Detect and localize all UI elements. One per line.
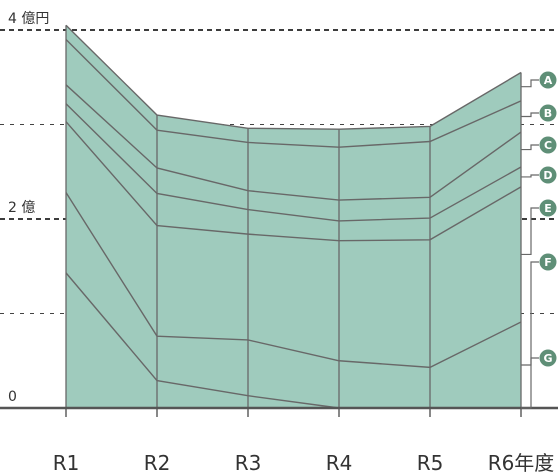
y-axis-tick-label-1: 2 億 [8, 200, 35, 216]
legend-label-F: F [544, 256, 552, 269]
legend-badge-A [539, 71, 557, 89]
legend-leader-F [521, 261, 539, 366]
legend-badge-C [539, 136, 557, 154]
legend-leader-D [521, 174, 539, 178]
x-axis-tick-label-4: R5 [417, 451, 444, 473]
legend-badge-G [539, 349, 557, 367]
legend-label-G: G [543, 352, 552, 365]
legend-badge-D [539, 166, 557, 184]
series-boundary-3 [65, 103, 522, 222]
legend-label-E: E [544, 202, 552, 215]
legend-leader-G [521, 357, 539, 409]
x-axis-tick-label-1: R2 [144, 451, 171, 473]
x-axis-tick-label-2: R3 [235, 451, 262, 473]
x-axis-tick-label-0: R1 [53, 451, 80, 473]
line-layer [65, 24, 522, 409]
legend-label-B: B [544, 107, 552, 120]
legend-leader-C [521, 144, 539, 151]
legend-badge-F [539, 253, 557, 271]
legend-label-D: D [543, 169, 552, 182]
legend-badge-B [539, 104, 557, 122]
area-fill [66, 25, 521, 409]
legend-layer: A B C D E F G [521, 71, 557, 409]
y-axis-tick-label-2: 4 億円 [8, 11, 49, 27]
series-boundary-4 [65, 121, 522, 242]
series-boundary-0 [65, 24, 522, 130]
x-axis-tick-label-3: R4 [326, 451, 353, 473]
legend-label-C: C [544, 139, 552, 152]
y-axis-tick-label-0: 0 [8, 389, 17, 405]
label-layer: R1 R2 R3 R4 R5 R6年度 0 2 億 4 億円 [8, 11, 554, 473]
legend-leader-E [521, 207, 539, 256]
x-axis-tick-label-5: R6年度 [488, 451, 555, 473]
legend-badge-E [539, 199, 557, 217]
series-boundary-1 [65, 38, 522, 148]
series-boundary-2 [65, 84, 522, 201]
legend-leader-B [521, 112, 539, 118]
series-boundary-5 [65, 192, 522, 369]
legend-label-A: A [544, 74, 553, 87]
axis-layer [0, 406, 558, 417]
legend-leader-A [521, 79, 539, 88]
area-layer [66, 25, 521, 409]
